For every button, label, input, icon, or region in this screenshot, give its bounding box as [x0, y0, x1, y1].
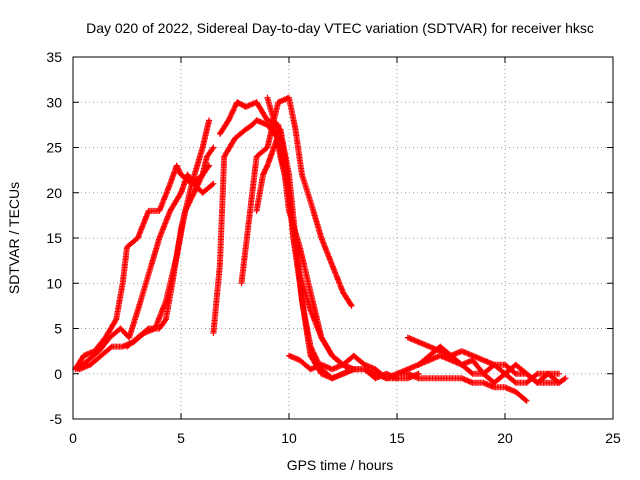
series-arc-5	[210, 117, 353, 373]
x-tick-label: 0	[69, 430, 77, 446]
series-arc-4	[124, 117, 213, 350]
plus-markers	[124, 117, 213, 350]
x-tick-label: 10	[281, 430, 297, 446]
y-tick-label: -5	[50, 411, 63, 427]
plus-markers	[415, 352, 562, 386]
plus-markers	[216, 99, 357, 373]
x-tick-label: 20	[497, 430, 513, 446]
chart-title: Day 020 of 2022, Sidereal Day-to-day VTE…	[86, 20, 594, 36]
series-arc-13	[415, 352, 562, 386]
y-axis-title: SDTVAR / TECUs	[6, 182, 22, 294]
y-tick-label: 0	[54, 366, 62, 382]
y-tick-label: 20	[46, 185, 62, 201]
series-arc-10	[286, 352, 530, 404]
axis-ticks: 0 5 10 15 20 25 -5 0 5 10 15 20 25 30 35	[46, 49, 621, 446]
x-axis-title: GPS time / hours	[287, 457, 394, 473]
plus-markers	[238, 94, 355, 309]
y-tick-label: 5	[54, 321, 62, 337]
plus-markers	[74, 171, 217, 373]
x-tick-label: 5	[177, 430, 185, 446]
y-tick-label: 35	[46, 49, 62, 65]
x-tick-label: 15	[389, 430, 405, 446]
plus-markers	[286, 352, 530, 404]
y-tick-label: 15	[46, 230, 62, 246]
series-arc-6	[216, 99, 357, 373]
plus-markers	[264, 94, 422, 382]
plus-markers	[210, 117, 353, 373]
y-tick-label: 25	[46, 140, 62, 156]
x-tick-label: 25	[605, 430, 621, 446]
y-tick-label: 10	[46, 275, 62, 291]
data-series	[72, 94, 569, 404]
series-arc-2	[74, 171, 217, 373]
series-arc-9	[264, 94, 422, 382]
series-arc-7	[238, 94, 355, 309]
y-tick-label: 30	[46, 94, 62, 110]
